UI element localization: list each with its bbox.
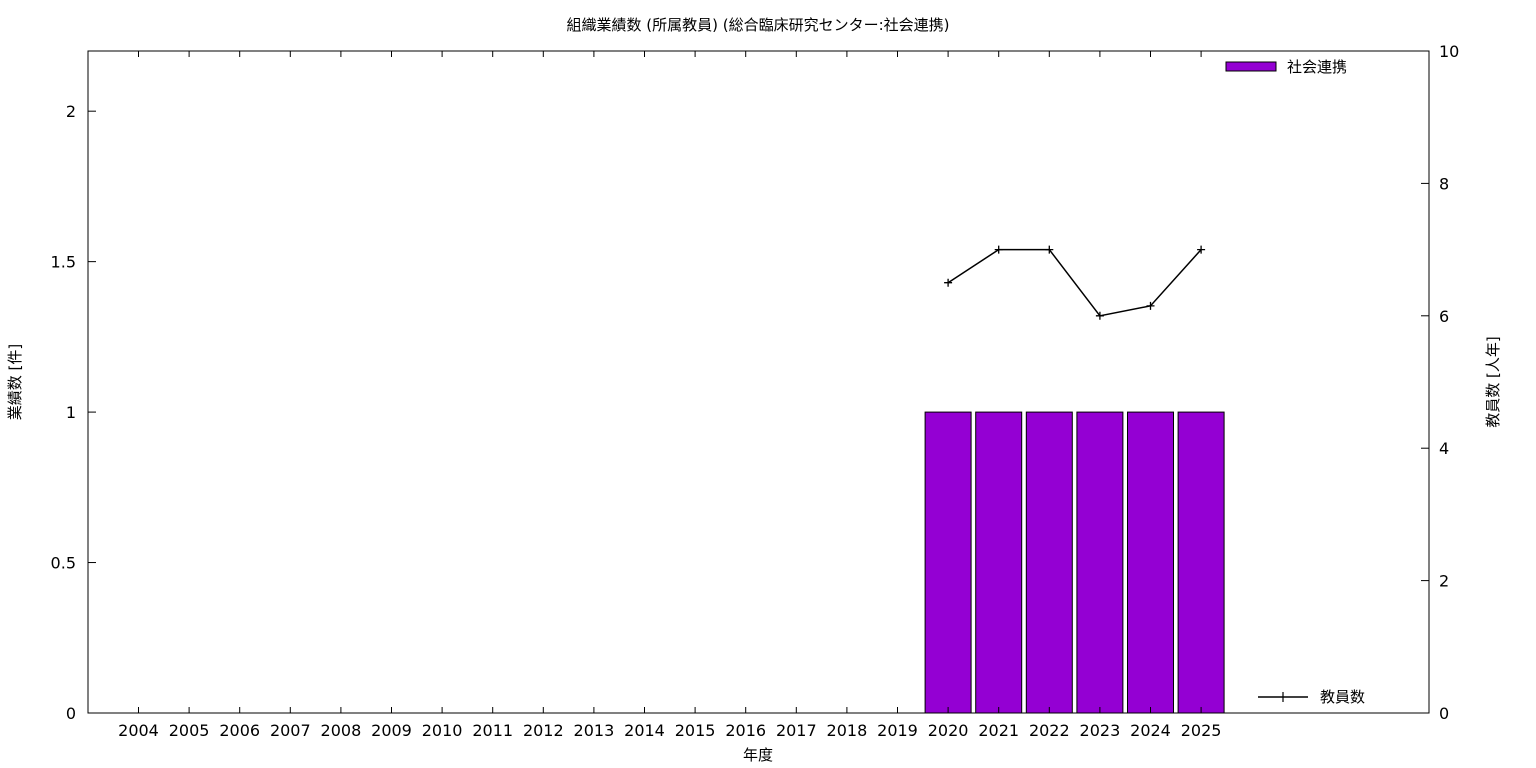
y2-tick-label: 10 xyxy=(1439,42,1459,61)
x-axis-label: 年度 xyxy=(743,746,773,764)
bar xyxy=(975,411,1023,714)
bar xyxy=(924,411,972,714)
x-tick-label: 2009 xyxy=(371,721,412,740)
y2-tick-label: 2 xyxy=(1439,572,1449,591)
y2-tick-label: 8 xyxy=(1439,174,1449,193)
x-tick-label: 2005 xyxy=(169,721,210,740)
y2-tick-label: 6 xyxy=(1439,307,1449,326)
x-tick-label: 2007 xyxy=(270,721,311,740)
plot-area xyxy=(87,50,1430,714)
x-tick-label: 2013 xyxy=(574,721,615,740)
y-tick-label: 0 xyxy=(66,704,76,723)
line-point xyxy=(1045,245,1054,254)
chart-title: 組織業績数 (所属教員) (総合臨床研究センター:社会連携) xyxy=(566,16,949,34)
x-tick-label: 2020 xyxy=(928,721,969,740)
x-tick-label: 2025 xyxy=(1181,721,1222,740)
x-tick-label: 2019 xyxy=(877,721,918,740)
x-tick-label: 2021 xyxy=(978,721,1019,740)
bar xyxy=(1025,411,1073,714)
line-point xyxy=(1197,245,1206,254)
line-point xyxy=(1146,301,1155,310)
x-tick-label: 2022 xyxy=(1029,721,1070,740)
bar xyxy=(1076,411,1124,714)
legend-bar-swatch xyxy=(1225,61,1277,72)
y-tick-label: 1.5 xyxy=(51,253,76,272)
line-point xyxy=(1095,311,1104,320)
x-tick-label: 2011 xyxy=(472,721,513,740)
x-tick-label: 2012 xyxy=(523,721,564,740)
x-tick-label: 2015 xyxy=(675,721,716,740)
x-tick-label: 2004 xyxy=(118,721,159,740)
legend-bar-label: 社会連携 xyxy=(1287,58,1347,76)
line-group xyxy=(944,245,1206,320)
x-tick-label: 2006 xyxy=(219,721,260,740)
legend-line-label: 教員数 xyxy=(1320,688,1365,706)
line-point xyxy=(944,278,953,287)
x-tick-label: 2010 xyxy=(422,721,463,740)
bar xyxy=(1127,411,1174,714)
x-tick-label: 2018 xyxy=(827,721,868,740)
y-tick-label: 0.5 xyxy=(51,554,76,573)
x-tick-label: 2023 xyxy=(1080,721,1121,740)
y-tick-label: 2 xyxy=(66,102,76,121)
axis-ticks: 2004 2005 2006 2007 2008 2009 2010 2011 2012 2013… xyxy=(51,42,1460,740)
x-tick-label: 2017 xyxy=(776,721,817,740)
line-point xyxy=(994,245,1003,254)
y2-axis-label: 教員数 [人年] xyxy=(1484,336,1502,427)
legend-line: 教員数 xyxy=(1258,688,1365,706)
legend-bar: 社会連携 xyxy=(1225,58,1347,76)
x-tick-label: 2014 xyxy=(624,721,665,740)
x-tick-label: 2016 xyxy=(725,721,766,740)
x-tick-label: 2024 xyxy=(1130,721,1171,740)
y-tick-label: 1 xyxy=(66,403,76,422)
y2-tick-label: 0 xyxy=(1439,704,1449,723)
y-axis-label: 業績数 [件] xyxy=(6,344,24,420)
y2-tick-label: 4 xyxy=(1439,439,1449,458)
series-line xyxy=(947,248,1202,317)
bar-group xyxy=(924,411,1225,714)
x-tick-label: 2008 xyxy=(321,721,362,740)
bar xyxy=(1177,411,1225,714)
